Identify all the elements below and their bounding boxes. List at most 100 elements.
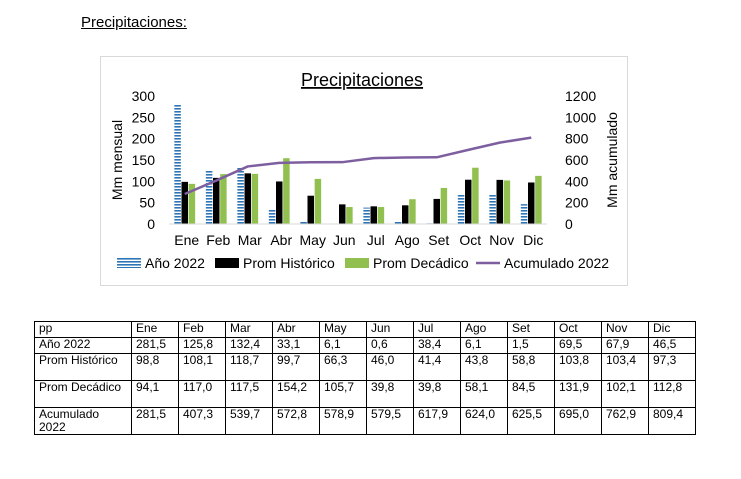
x-tick-label: Oct: [459, 232, 481, 248]
legend-label: Año 2022: [145, 255, 205, 271]
bar-prom-hist-rico: [244, 173, 251, 224]
column-header: Ene: [131, 321, 179, 338]
table-row: Año 2022 281,5 125,8 132,4 33,1 6,1 0,6 38,4 6,1…: [34, 337, 696, 354]
legend-swatch: [345, 258, 369, 268]
x-tick-label: Mar: [238, 232, 262, 248]
table-cell: 94,1: [131, 380, 179, 408]
table-cell: 809,4: [648, 407, 696, 435]
bar-prom-hist-rico: [370, 206, 377, 224]
y-tick-label: 0: [147, 216, 155, 232]
legend-label: Acumulado 2022: [504, 255, 609, 271]
table-cell: 579,5: [366, 407, 414, 435]
x-tick-label: Nov: [489, 232, 514, 248]
table-cell: 103,4: [601, 353, 649, 381]
precipitation-chart: 0 50 100 150 200 250 300 0 200 400 600 800 1000 1200 M…: [100, 56, 628, 286]
table-cell: 108,1: [178, 353, 226, 381]
column-header: May: [319, 321, 367, 338]
table-cell: 117,5: [225, 380, 273, 408]
column-header: Oct: [554, 321, 602, 338]
table-cell: 281,5: [131, 407, 179, 435]
bar-a-o-2022: [520, 204, 528, 224]
bar-prom-hist-rico: [433, 198, 440, 224]
bar-a-o-2022: [489, 195, 496, 224]
table-cell: 33,1: [272, 337, 320, 354]
table-cell: 1,5: [507, 337, 555, 354]
table-cell: 131,9: [554, 380, 602, 408]
bar-prom-hist-rico: [213, 177, 220, 224]
table-cell: 154,2: [272, 380, 320, 408]
y2-tick-label: 1200: [565, 88, 596, 104]
section-heading: Precipitaciones:: [81, 14, 187, 31]
bar-prom-dec-dico: [346, 207, 353, 224]
bar-prom-hist-rico: [465, 179, 472, 224]
table-cell: 762,9: [601, 407, 649, 435]
table-cell: 625,5: [507, 407, 555, 435]
table-cell: 99,7: [272, 353, 320, 381]
table-cell: 118,7: [225, 353, 273, 381]
table-cell: 117,0: [178, 380, 226, 408]
y2-tick-label: 400: [565, 173, 589, 189]
table-cell: 132,4: [225, 337, 273, 354]
y-tick-label: 300: [132, 88, 156, 104]
bar-prom-hist-rico: [339, 204, 346, 224]
table-row: Acumulado 2022 281,5 407,3 539,7 572,8 578,9 5…: [34, 407, 696, 435]
column-header: Jun: [366, 321, 414, 338]
table-cell: 39,8: [413, 380, 461, 408]
row-label: Año 2022: [34, 337, 132, 354]
table-cell: 39,8: [366, 380, 414, 408]
table-cell: 624,0: [460, 407, 508, 435]
y2-tick-label: 600: [565, 152, 589, 168]
bar-prom-dec-dico: [188, 183, 196, 224]
bar-a-o-2022: [457, 194, 465, 224]
bar-a-o-2022: [205, 170, 213, 224]
bar-a-o-2022: [174, 103, 181, 224]
table-cell: 98,8: [131, 353, 179, 381]
table-cell: 6,1: [319, 337, 367, 354]
row-label: Prom Histórico: [34, 353, 132, 381]
table-cell: 572,8: [272, 407, 320, 435]
bar-a-o-2022: [268, 209, 276, 224]
table-cell: 67,9: [601, 337, 649, 354]
column-header: Dic: [648, 321, 696, 338]
bar-prom-dec-dico: [220, 174, 227, 224]
y2-tick-label: 800: [565, 131, 589, 147]
bar-prom-dec-dico: [409, 199, 416, 224]
table-cell: 41,4: [413, 353, 461, 381]
bar-prom-dec-dico: [472, 167, 479, 224]
row-label: Acumulado 2022: [34, 407, 132, 435]
table-cell: 46,0: [366, 353, 414, 381]
line-acumulado-2022: [184, 136, 532, 196]
table-cell: 407,3: [178, 407, 226, 435]
y2-tick-label: 200: [565, 195, 589, 211]
column-header: pp: [34, 321, 132, 338]
column-header: Set: [507, 321, 555, 338]
table-cell: 539,7: [225, 407, 273, 435]
table-cell: 84,5: [507, 380, 555, 408]
bar-a-o-2022: [394, 221, 402, 224]
table-cell: 578,9: [319, 407, 367, 435]
precipitation-table: pp Ene Feb Mar Abr May Jun Jul Ago Set Oct Nov Dic Añ…: [34, 321, 696, 435]
x-tick-label: Jun: [333, 232, 356, 248]
table-cell: 58,8: [507, 353, 555, 381]
y-tick-label: 100: [132, 173, 156, 189]
bar-a-o-2022: [300, 221, 307, 224]
y2-tick-label: 0: [565, 216, 573, 232]
table-cell: 46,5: [648, 337, 696, 354]
bar-prom-dec-dico: [377, 207, 385, 224]
x-tick-label: Set: [428, 232, 449, 248]
table-cell: 69,5: [554, 337, 602, 354]
bar-a-o-2022: [363, 207, 370, 224]
y2-axis-label: Mm acumulado: [604, 112, 620, 208]
x-tick-label: Ago: [395, 232, 420, 248]
y-tick-label: 150: [132, 152, 156, 168]
chart-title: Precipitaciones: [301, 70, 423, 90]
table-cell: 281,5: [131, 337, 179, 354]
x-tick-label: Dic: [523, 232, 543, 248]
y-tick-label: 250: [132, 109, 156, 125]
table-cell: 105,7: [319, 380, 367, 408]
table-cell: 695,0: [554, 407, 602, 435]
table-cell: 6,1: [460, 337, 508, 354]
table-cell: 43,8: [460, 353, 508, 381]
chart-canvas: 0 50 100 150 200 250 300 0 200 400 600 800 1000 1200 M…: [109, 70, 620, 271]
bar-prom-dec-dico: [503, 180, 511, 224]
